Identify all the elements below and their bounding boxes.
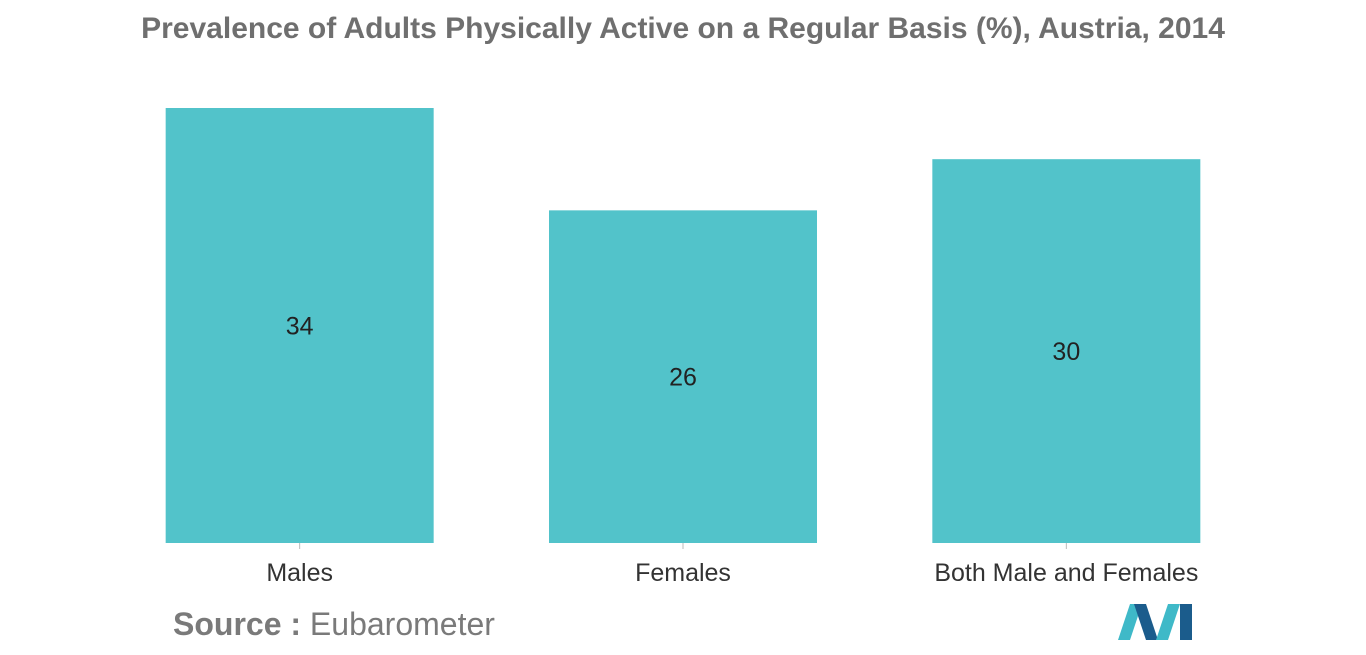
source-label: Source : — [173, 606, 302, 642]
value-label: 34 — [286, 313, 314, 341]
value-label: 26 — [669, 364, 697, 392]
bars-group — [165, 108, 1201, 544]
bar-chart: 34 26 30 Males Females Both Male and Females — [165, 108, 1201, 587]
source-note: Source : Eubarometer — [173, 606, 495, 643]
value-labels-group: 34 26 30 — [286, 313, 1080, 392]
mordor-intelligence-logo-icon — [1118, 604, 1192, 640]
bar-males — [165, 108, 434, 543]
chart-title: Prevalence of Adults Physically Active o… — [141, 12, 1225, 45]
category-label: Males — [266, 559, 333, 587]
source-value: Eubarometer — [309, 606, 495, 642]
bar-both-male-and-females — [932, 159, 1201, 544]
value-label: 30 — [1052, 338, 1080, 366]
category-labels-group: Males Females Both Male and Females — [266, 559, 1198, 587]
bar-females — [549, 210, 817, 543]
category-label: Both Male and Females — [934, 559, 1198, 587]
category-label: Females — [635, 559, 731, 587]
x-ticks-group — [299, 543, 1067, 549]
